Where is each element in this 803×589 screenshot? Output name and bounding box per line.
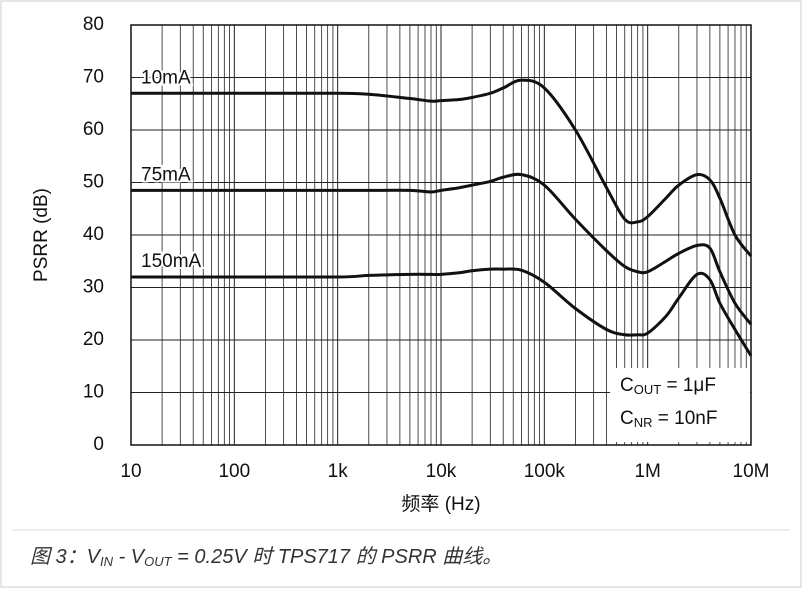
series-line [131, 172, 753, 326]
annotation-sub: NR [634, 415, 653, 430]
annotation-text: = 1μF [661, 375, 716, 396]
y-tick-label: 70 [83, 67, 104, 88]
plot: 10 100 1k 10k 100k 1M 10M 0 10 20 30 40 50 60 70 80 10mA… [83, 14, 770, 482]
x-tick-label: 10 [120, 461, 141, 482]
y-tick-label: 60 [83, 119, 104, 140]
annotation-text: C [620, 408, 634, 429]
x-tick-label: 100k [524, 461, 566, 482]
plot-border [130, 24, 752, 446]
annotation-text: = 10nF [653, 408, 718, 429]
caption-sub: OUT [144, 554, 173, 569]
y-tick-label: 40 [83, 224, 104, 245]
series-label: 150mA [141, 251, 202, 272]
y-axis-label: PSRR (dB) [31, 188, 52, 282]
series-label: 10mA [141, 67, 191, 88]
x-tick-label: 100 [218, 461, 250, 482]
annotation-sub: OUT [634, 382, 662, 397]
x-axis-label: 频率 (Hz) [401, 493, 480, 515]
caption-text: 图 3：V [30, 546, 102, 568]
caption-sub: IN [100, 554, 114, 569]
series-label: 75mA [141, 164, 191, 185]
y-tick-label: 0 [93, 434, 104, 455]
y-tick-label: 30 [83, 277, 104, 298]
caption: 图 3：VIN - VOUT = 0.25V 时 TPS717 的 PSRR 曲… [30, 546, 502, 569]
x-tick-label: 1M [634, 461, 660, 482]
caption-text: - V [113, 546, 146, 568]
y-tick-label: 80 [83, 14, 104, 35]
y-tick-label: 20 [83, 329, 104, 350]
annotation-box [610, 368, 750, 442]
y-tick-label: 50 [83, 172, 104, 193]
annotation: COUT = 1μF [620, 375, 716, 397]
series-line [131, 267, 753, 357]
series-line [131, 78, 753, 257]
x-tick-label: 10M [733, 461, 770, 482]
annotation: CNR = 10nF [620, 408, 717, 430]
annotation-text: C [620, 375, 634, 396]
x-tick-label: 1k [328, 461, 349, 482]
x-tick-label: 10k [426, 461, 457, 482]
y-tick-label: 10 [83, 382, 104, 403]
caption-text: = 0.25V 时 TPS717 的 PSRR 曲线。 [172, 546, 503, 568]
